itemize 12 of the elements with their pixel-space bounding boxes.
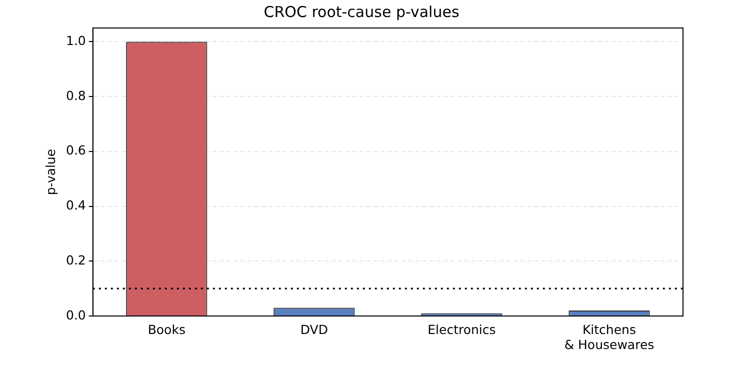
x-tick-label: Kitchens & Housewares xyxy=(564,322,654,352)
x-tick-label: Books xyxy=(148,322,186,337)
chart-title: CROC root-cause p-values xyxy=(264,2,460,21)
y-tick-label: 0.4 xyxy=(66,198,86,213)
x-tick-label: Electronics xyxy=(428,322,496,337)
y-tick-label: 1.0 xyxy=(66,32,86,48)
y-tick-label: 0.0 xyxy=(66,307,86,322)
y-tick-label: 0.8 xyxy=(66,88,86,103)
y-tick-label: 0.6 xyxy=(66,142,86,158)
y-axis-title: p-value xyxy=(42,148,58,196)
x-tick-label: DVD xyxy=(300,322,328,337)
y-tick-label: 0.2 xyxy=(66,252,86,268)
